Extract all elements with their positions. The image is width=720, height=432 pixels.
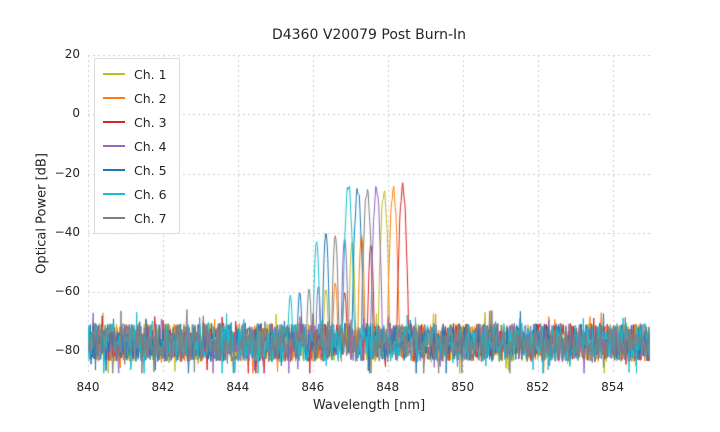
legend-line-sample xyxy=(103,73,125,75)
chart-title: D4360 V20079 Post Burn-In xyxy=(271,27,467,43)
legend-item: Ch. 5 xyxy=(103,158,167,182)
legend: Ch. 1 Ch. 2 Ch. 3 Ch. 4 Ch. 5 Ch. 6 Ch. 7 xyxy=(94,58,180,234)
legend-label: Ch. 1 xyxy=(134,66,167,82)
x-tick-label: 852 xyxy=(526,380,550,394)
legend-label: Ch. 7 xyxy=(134,210,167,226)
legend-label: Ch. 2 xyxy=(134,90,167,106)
x-tick-label: 850 xyxy=(451,380,475,394)
legend-label: Ch. 3 xyxy=(134,114,167,130)
legend-item: Ch. 7 xyxy=(103,206,167,230)
x-axis-label: Wavelength [nm] xyxy=(312,398,426,413)
y-axis-label: Optical Power [dB] xyxy=(34,153,50,274)
x-tick-label: 840 xyxy=(76,380,100,394)
legend-line-sample xyxy=(103,121,125,123)
x-tick-label: 854 xyxy=(601,380,624,394)
legend-line-sample xyxy=(103,169,125,171)
legend-line-sample xyxy=(103,145,125,147)
y-tick-label: −60 xyxy=(54,284,80,299)
legend-line-sample xyxy=(103,217,125,219)
y-tick-label: −40 xyxy=(54,224,80,239)
legend-line-sample xyxy=(103,193,125,195)
legend-line-sample xyxy=(103,97,125,99)
x-tick-label: 846 xyxy=(301,380,325,394)
legend-item: Ch. 4 xyxy=(103,134,167,158)
legend-item: Ch. 6 xyxy=(103,182,167,206)
legend-item: Ch. 3 xyxy=(103,110,167,134)
y-tick-label: 0 xyxy=(72,106,80,121)
legend-item: Ch. 1 xyxy=(103,62,167,86)
y-tick-label: 20 xyxy=(64,47,80,61)
y-tick-label: −80 xyxy=(54,343,80,358)
x-tick-label: 844 xyxy=(226,380,250,394)
y-tick-label: −20 xyxy=(54,165,80,180)
x-tick-label: 842 xyxy=(151,380,175,394)
legend-label: Ch. 4 xyxy=(134,138,167,154)
legend-item: Ch. 2 xyxy=(103,86,167,110)
legend-label: Ch. 5 xyxy=(134,162,167,178)
x-tick-label: 848 xyxy=(376,380,400,394)
legend-label: Ch. 6 xyxy=(134,186,167,202)
